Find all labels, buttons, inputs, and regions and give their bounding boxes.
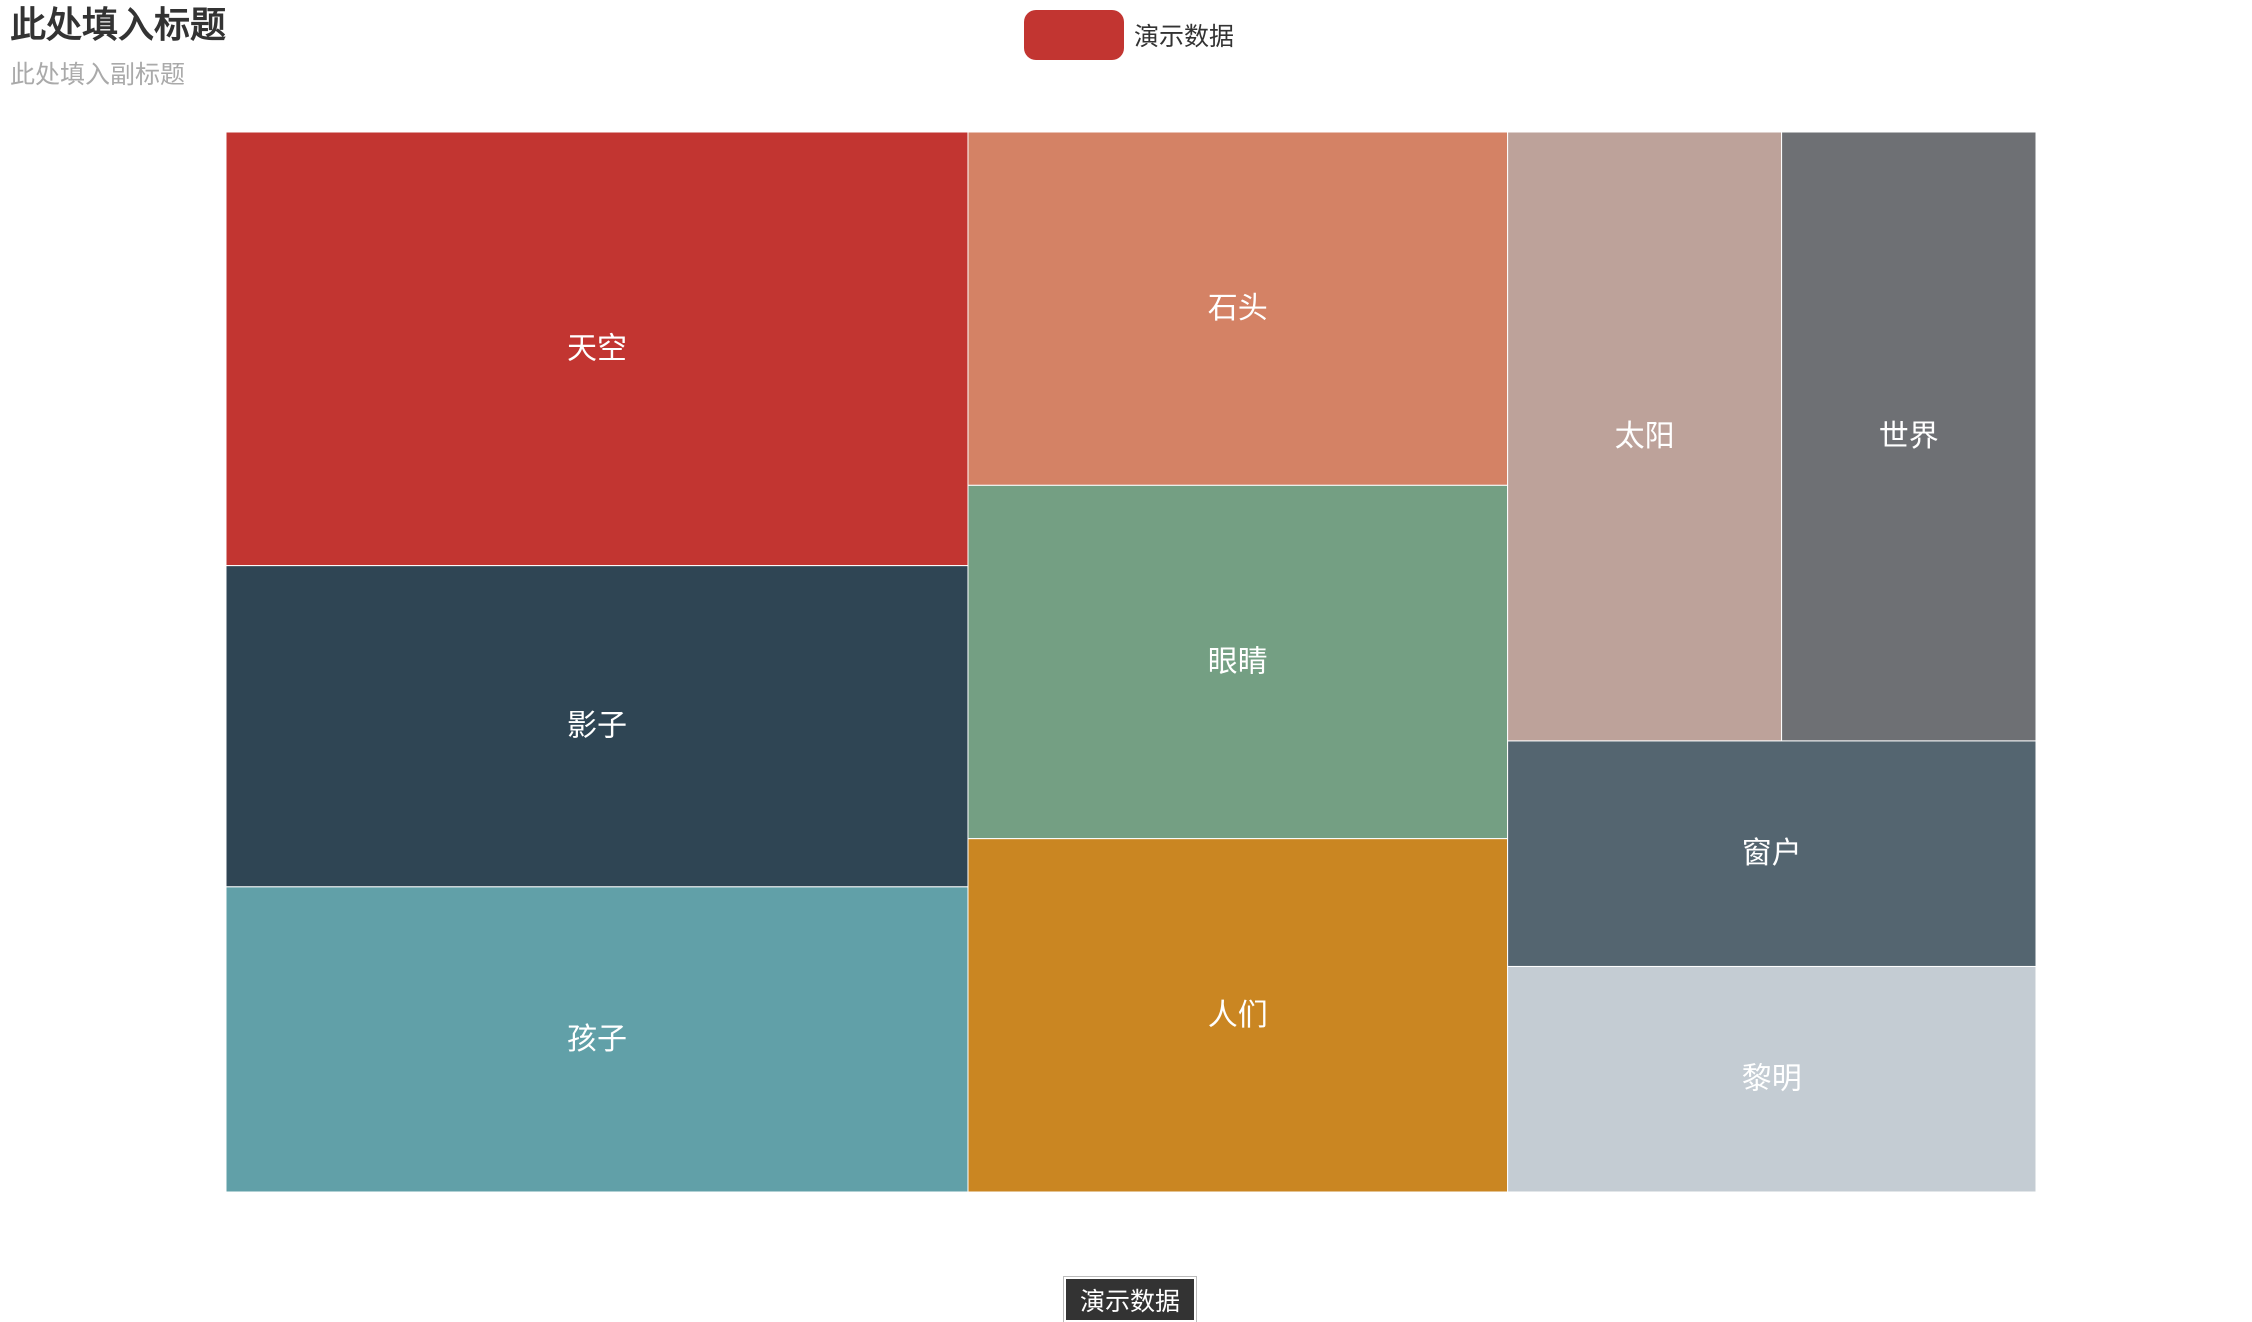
treemap-cell-label: 天空	[567, 331, 627, 366]
treemap-cell-6[interactable]: 人们	[967, 838, 1509, 1193]
treemap-cell-8[interactable]: 世界	[1781, 131, 2037, 742]
treemap-cell-label: 世界	[1879, 419, 1939, 454]
treemap-rect[interactable]	[1781, 131, 2037, 742]
treemap-cell-5[interactable]: 眼睛	[967, 484, 1509, 840]
treemap-cell-1[interactable]: 天空	[225, 131, 969, 567]
legend-swatch	[1024, 10, 1124, 60]
treemap-rect[interactable]	[1507, 965, 2037, 1193]
treemap-cell-label: 窗户	[1742, 836, 1802, 871]
breadcrumb-root[interactable]: 演示数据	[1064, 1277, 1196, 1322]
treemap-cell-4[interactable]: 石头	[967, 131, 1509, 486]
treemap-rect[interactable]	[967, 484, 1509, 840]
treemap-rect[interactable]	[1507, 131, 1783, 742]
legend-item[interactable]: 演示数据	[1024, 10, 1234, 60]
chart-subtitle: 此处填入副标题	[10, 60, 186, 89]
legend-label: 演示数据	[1134, 22, 1235, 51]
breadcrumb-label: 演示数据	[1079, 1286, 1180, 1316]
treemap-cell-label: 石头	[1208, 291, 1268, 326]
treemap-rect[interactable]	[225, 886, 969, 1193]
treemap-rect[interactable]	[225, 565, 969, 888]
treemap-cell-7[interactable]: 太阳	[1507, 131, 1783, 742]
treemap-cell-label: 太阳	[1615, 419, 1675, 454]
treemap-rect[interactable]	[225, 131, 969, 567]
chart-title: 此处填入标题	[10, 5, 227, 46]
treemap-rect[interactable]	[1507, 740, 2037, 967]
treemap-cell-label: 人们	[1208, 998, 1268, 1033]
treemap-cell-2[interactable]: 影子	[225, 565, 969, 888]
treemap-cell-10[interactable]: 黎明	[1507, 965, 2037, 1193]
treemap-rect[interactable]	[967, 131, 1509, 486]
treemap-cell-label: 孩子	[567, 1022, 627, 1057]
treemap-cell-label: 影子	[567, 709, 627, 744]
treemap-rect[interactable]	[967, 838, 1509, 1193]
treemap-cell-9[interactable]: 窗户	[1507, 740, 2037, 967]
treemap-cell-3[interactable]: 孩子	[225, 886, 969, 1193]
treemap-cell-label: 眼睛	[1208, 645, 1268, 680]
treemap-cell-label: 黎明	[1742, 1062, 1802, 1097]
